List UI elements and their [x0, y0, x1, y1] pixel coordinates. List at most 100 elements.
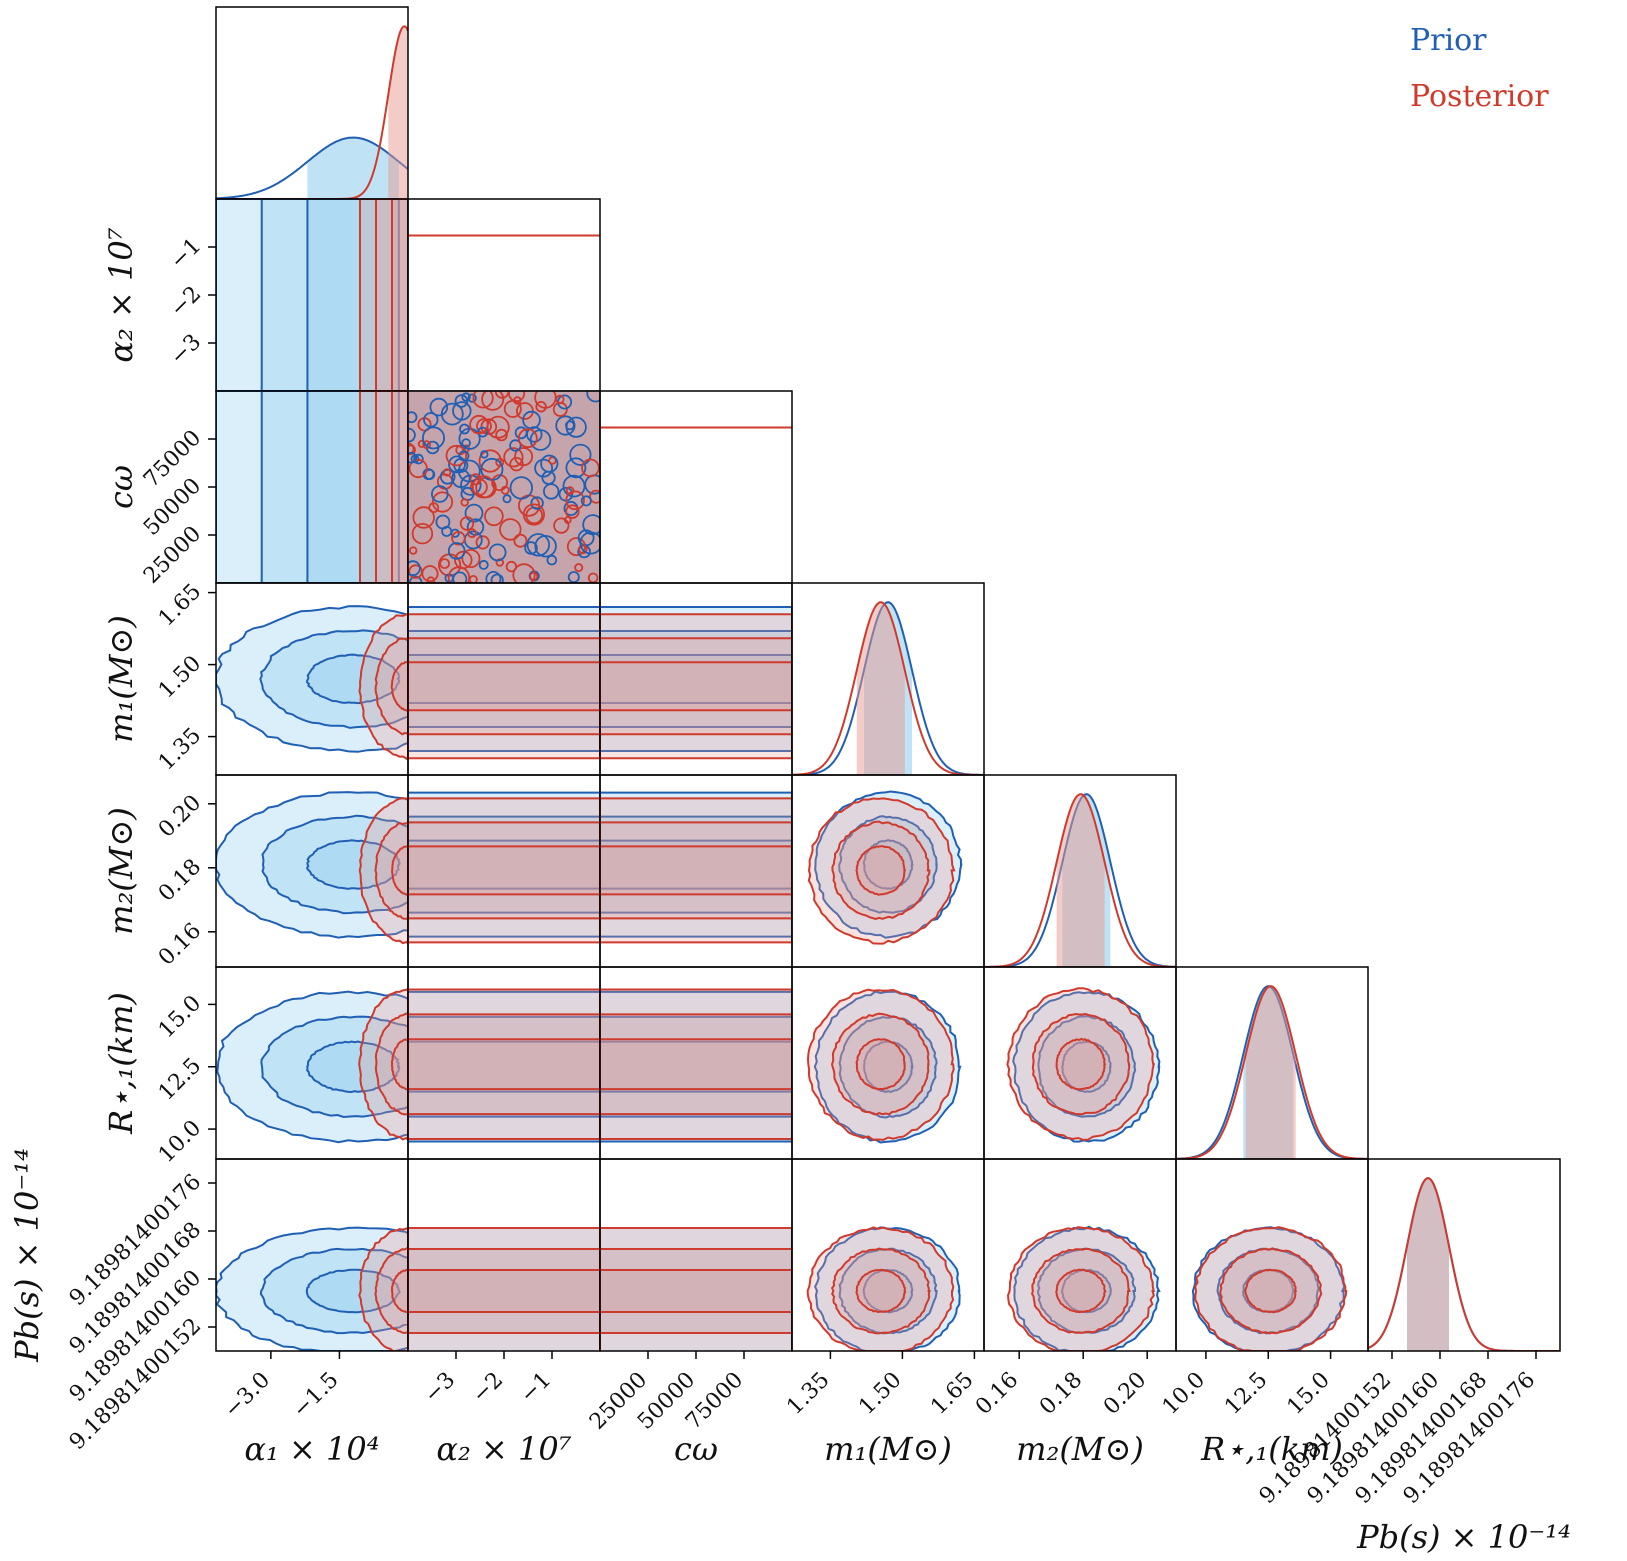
noise-contour — [569, 443, 592, 466]
contour-posterior-2sigma — [831, 820, 931, 921]
x-tick-label: 0.18 — [1035, 1368, 1087, 1420]
noise-contour — [484, 506, 504, 527]
legend-posterior: Posterior — [1410, 79, 1549, 114]
noise-contour — [441, 525, 453, 537]
panel-m2-Pb — [983, 1158, 1177, 1352]
contour-posterior-1sigma — [391, 391, 408, 583]
y-tick-label: −1 — [166, 234, 207, 275]
contour-posterior-3sigma — [358, 613, 408, 760]
y-tick-label: 12.5 — [154, 1053, 206, 1105]
contour-posterior-1sigma — [855, 1268, 907, 1314]
contour-posterior-3sigma — [358, 797, 408, 945]
contour-prior-3sigma — [600, 990, 792, 1143]
panel-m2-m2 — [983, 774, 1177, 968]
noise-contour — [480, 450, 489, 459]
noise-contour — [461, 549, 481, 569]
marginal-posterior-m2 — [984, 793, 1176, 967]
panel-c_omega-Pb — [599, 1158, 793, 1352]
contour-posterior-1sigma — [390, 660, 408, 712]
x-axis-label-c_omega: cω — [674, 1430, 718, 1468]
noise-contour — [495, 457, 505, 467]
noise-contour — [430, 485, 449, 503]
noise-contour — [491, 474, 509, 492]
x-tick-label: 1.50 — [854, 1368, 906, 1420]
contour-posterior-3sigma — [359, 199, 408, 391]
panel-alpha2-m1 — [407, 582, 601, 776]
y-tick-label: 15.0 — [154, 991, 206, 1043]
noise-contour — [522, 410, 541, 430]
noise-contour — [548, 456, 557, 465]
x-tick-label: −1 — [516, 1368, 557, 1409]
contour-prior-3sigma — [408, 791, 600, 938]
contour-posterior-1sigma — [600, 1038, 792, 1091]
noise-contour — [580, 495, 592, 507]
contour-posterior-1sigma — [390, 1038, 408, 1091]
contour-prior-3sigma — [600, 606, 792, 752]
y-tick-label: 0.18 — [154, 854, 206, 906]
noise-contour — [582, 514, 600, 536]
marginal-posterior-alpha1 — [216, 25, 408, 199]
panel-m1-m1 — [791, 582, 985, 776]
x-tick-label: 0.16 — [971, 1368, 1023, 1420]
noise-contour — [534, 391, 557, 409]
noise-contour — [460, 498, 469, 507]
noise-contour — [581, 458, 600, 478]
contour-prior-3sigma — [600, 791, 792, 938]
contour-posterior-3sigma — [600, 1227, 792, 1351]
noise-contour — [530, 496, 544, 510]
noise-contour — [535, 401, 547, 413]
panel-m1-R — [791, 966, 985, 1160]
noise-contour — [565, 457, 587, 479]
noise-contour — [589, 489, 600, 504]
noise-contour — [447, 566, 471, 583]
noise-contour — [499, 518, 522, 541]
contour-posterior-2sigma — [830, 1247, 931, 1335]
contour-posterior-3sigma — [806, 988, 955, 1141]
x-tick-label: 0.20 — [1099, 1368, 1151, 1420]
panel-frame — [407, 198, 601, 392]
noise-contour — [502, 494, 512, 504]
x-axis-label-m2: m₂(M⊙) — [1016, 1430, 1144, 1468]
noise-contour — [467, 393, 477, 403]
panel-m1-m2 — [791, 774, 985, 968]
band-posterior-Pb — [1407, 1178, 1449, 1351]
contour-prior-3sigma — [216, 990, 408, 1144]
noise-contour — [408, 411, 418, 424]
noise-contour — [478, 449, 502, 473]
noise-contour — [486, 415, 510, 439]
contour-prior-3sigma — [408, 606, 600, 752]
noise-contour — [509, 457, 524, 472]
noise-contour — [422, 440, 432, 450]
contour-posterior-1sigma — [391, 199, 408, 391]
contour-prior-2sigma — [259, 629, 408, 729]
contour-posterior-1sigma — [408, 1269, 600, 1313]
noise-contour — [517, 428, 538, 449]
contour-posterior-3sigma — [600, 988, 792, 1141]
noise-contour — [478, 559, 489, 570]
noise-contour — [412, 506, 435, 529]
contour-posterior-1sigma — [1244, 1268, 1298, 1314]
noise-contour — [485, 571, 502, 583]
y-tick-label: 1.50 — [154, 651, 206, 703]
panel-alpha1-R — [215, 966, 409, 1160]
noise-contour — [475, 535, 490, 550]
noise-contour — [422, 468, 435, 481]
contour-posterior-1sigma — [408, 1038, 600, 1091]
contour-posterior-2sigma — [1219, 1247, 1323, 1335]
noise-contour — [503, 447, 524, 468]
contour-prior-1sigma — [600, 1040, 792, 1093]
noise-contour — [464, 503, 484, 523]
panel-alpha2-c_omega — [407, 390, 601, 584]
contour-posterior-1sigma — [600, 661, 792, 712]
noise-contour — [578, 544, 588, 555]
noise-contour — [468, 575, 478, 583]
contour-prior-3sigma — [216, 791, 408, 939]
noise-contour — [431, 491, 454, 513]
noise-contour — [408, 458, 428, 479]
noise-contour — [467, 528, 477, 539]
marginal-prior-alpha1 — [216, 136, 408, 199]
y-axis-label-Pb: Pb(s) × 10⁻¹⁴ — [8, 1148, 46, 1363]
y-axis-label-m1: m₁(M⊙) — [102, 615, 140, 743]
contour-posterior-1sigma — [390, 1269, 408, 1313]
